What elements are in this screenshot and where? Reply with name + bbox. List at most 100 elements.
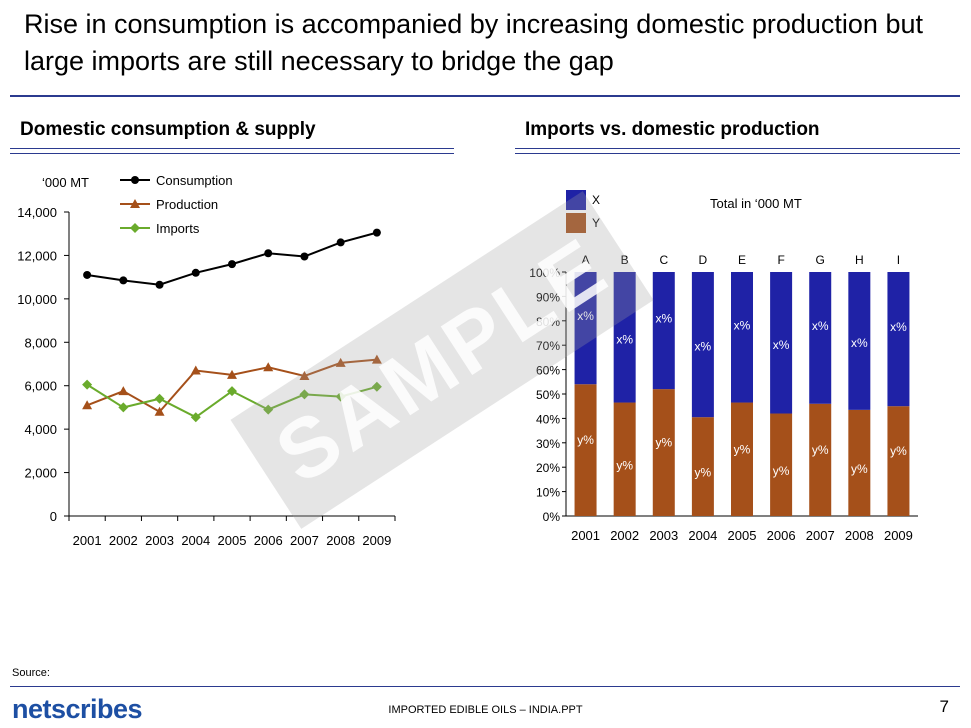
total-note: Total in ‘000 MT — [710, 196, 802, 211]
right-chart-heading: Imports vs. domestic production — [525, 119, 820, 140]
bar-segment-x — [613, 272, 636, 403]
y-tick-label: 20% — [536, 461, 560, 475]
x-tick-label: 2007 — [806, 528, 835, 543]
x-tick-label: 2004 — [688, 528, 717, 543]
y-percent-label: y% — [812, 443, 829, 457]
point-imports — [227, 386, 237, 397]
point-consumption — [228, 260, 236, 269]
point-imports — [82, 379, 93, 390]
y-tick-label: 50% — [536, 388, 560, 402]
bar-segment-y — [691, 417, 714, 516]
point-imports — [154, 393, 165, 404]
page-number: 7 — [939, 697, 949, 716]
bar-segment-x — [770, 272, 793, 414]
x-percent-label: x% — [655, 312, 672, 326]
series-line-consumption — [86, 231, 378, 286]
point-consumption — [191, 268, 200, 277]
x-percent-label: x% — [577, 309, 594, 323]
legend-marker-production — [130, 199, 140, 208]
y-tick-label: 100% — [529, 266, 560, 280]
y-percent-label: y% — [851, 462, 868, 476]
x-percent-label: x% — [734, 318, 751, 332]
y-percent-label: y% — [695, 466, 712, 480]
x-percent-label: x% — [773, 338, 790, 352]
legend-marker-consumption — [131, 176, 139, 184]
bar-segment-y — [652, 389, 675, 516]
x-tick-label: 2009 — [884, 528, 913, 543]
y-tick-label: 90% — [536, 290, 560, 304]
legend-label-x: X — [592, 193, 600, 207]
bar-segment-x — [731, 272, 753, 403]
bar-segment-x — [652, 272, 675, 390]
footer-divider — [10, 686, 960, 687]
x-percent-label: x% — [812, 319, 829, 333]
point-consumption — [336, 238, 345, 247]
bar-segment-y — [770, 413, 793, 516]
y-tick-label: 70% — [536, 339, 560, 353]
point-production — [227, 369, 237, 379]
bar-top-label: H — [855, 253, 864, 267]
bar-segment-y — [809, 403, 832, 516]
bar-segment-y — [848, 409, 871, 516]
x-tick-label: 2001 — [571, 528, 600, 543]
point-production — [82, 400, 93, 410]
point-imports — [118, 402, 129, 413]
point-production — [263, 362, 274, 372]
y-tick-label: 40% — [536, 412, 560, 426]
point-production — [118, 386, 129, 396]
legend-swatch-x — [566, 190, 586, 210]
bar-top-label: D — [699, 253, 708, 267]
point-production — [371, 354, 382, 364]
point-consumption — [264, 249, 273, 258]
bar-segment-y — [731, 402, 753, 516]
point-imports — [335, 391, 346, 402]
y-percent-label: y% — [577, 433, 594, 447]
left-chart-heading: Domestic consumption & supply — [20, 119, 316, 140]
x-tick-label: 2002 — [610, 528, 639, 543]
bar-segment-y — [613, 402, 636, 516]
bar-segment-x — [691, 272, 714, 418]
legend-label-production: Production — [156, 197, 218, 212]
y-tick-label: 6,000 — [24, 379, 57, 394]
y-tick-label: 10,000 — [17, 292, 57, 307]
y-tick-label: 10% — [536, 486, 560, 500]
right-heading-rule — [515, 148, 960, 154]
point-consumption — [300, 252, 309, 261]
x-tick-label: 2004 — [181, 533, 210, 548]
point-production — [154, 406, 165, 416]
x-tick-label: 2008 — [845, 528, 874, 543]
x-tick-label: 2007 — [290, 533, 319, 548]
point-consumption — [119, 276, 128, 285]
x-tick-label: 2003 — [145, 533, 174, 548]
x-tick-label: 2006 — [254, 533, 283, 548]
y-percent-label: y% — [734, 442, 751, 456]
y-tick-label: 14,000 — [17, 205, 57, 220]
bar-top-label: E — [738, 253, 746, 267]
slide-title: Rise in consumption is accompanied by in… — [24, 9, 923, 76]
bar-segment-y — [574, 384, 597, 516]
point-production — [299, 370, 310, 380]
y-tick-label: 60% — [536, 364, 560, 378]
x-percent-label: x% — [890, 320, 907, 334]
unit-label: ‘000 MT — [42, 175, 89, 190]
file-name: IMPORTED EDIBLE OILS – INDIA.PPT — [388, 704, 583, 716]
bar-segment-x — [809, 272, 832, 404]
stacked-bar-chart: 0% 10% 20% 30% 40% 50% 60% 70% 80% 90% 100% x% y% A 20… — [529, 190, 918, 543]
y-percent-label: y% — [890, 444, 907, 458]
y-tick-label: 0 — [50, 509, 57, 524]
point-production — [190, 365, 201, 375]
bar-top-label: F — [777, 253, 784, 267]
legend-label-consumption: Consumption — [156, 173, 233, 188]
point-imports — [263, 404, 274, 415]
x-tick-label: 2008 — [326, 533, 355, 548]
bar-segment-x — [848, 272, 871, 410]
x-tick-label: 2005 — [728, 528, 757, 543]
legend-label-y: Y — [592, 216, 600, 230]
x-tick-label: 2006 — [767, 528, 796, 543]
point-consumption — [155, 280, 164, 289]
y-percent-label: y% — [616, 458, 633, 472]
y-tick-label: 8,000 — [24, 335, 57, 350]
bar-segment-y — [887, 406, 910, 516]
bar-top-label: G — [816, 253, 825, 267]
series-line-production — [86, 358, 377, 414]
